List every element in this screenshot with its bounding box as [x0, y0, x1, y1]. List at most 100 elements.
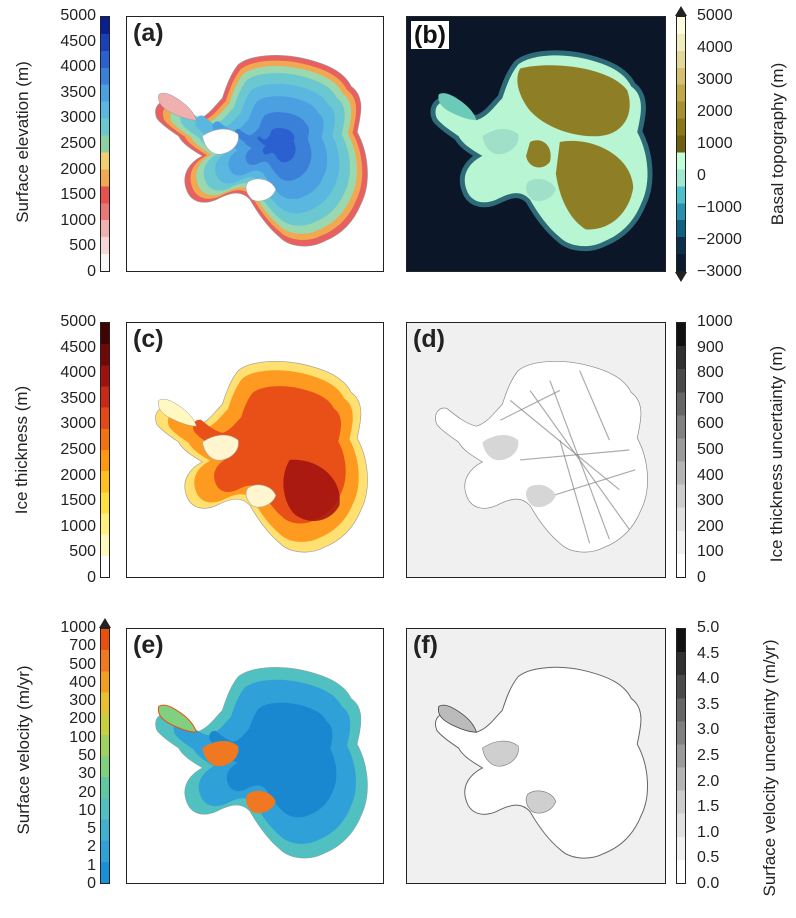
- colorbar-tick-b: 4000: [697, 39, 733, 56]
- colorbar-tick-e: 50: [78, 747, 96, 764]
- colorbar-tick-b: 2000: [697, 103, 733, 120]
- colorbar-tick-b: 5000: [697, 7, 733, 24]
- colorbar-tick-c: 4000: [60, 364, 96, 382]
- antarctica-thickness-uncertainty-map: [435, 361, 648, 553]
- panel-label-b: (b): [411, 21, 449, 49]
- colorbar-ticks-e: 1000 700 500 400 300 200 100 50 30 20 10 5 2 1 0: [46, 619, 96, 892]
- antarctica-velocity-uncertainty-map: [435, 666, 649, 859]
- panel-c-ice-thickness-map: (c): [126, 322, 384, 578]
- colorbar-ticks-a: 5000 4500 4000 3500 3000 2500 2000 1500 1000 500 0: [46, 7, 96, 280]
- colorbar-tick-a: 4500: [60, 32, 96, 50]
- colorbar-tick-f: 4.5: [697, 644, 720, 662]
- colorbar-tick-d: 600: [697, 415, 724, 433]
- colorbar-tick-e: 700: [69, 637, 96, 655]
- colorbar-tick-b: 1000: [697, 135, 733, 152]
- colorbar-tick-f: 0.5: [697, 849, 720, 867]
- colorbar-tick-a: 1000: [60, 211, 96, 229]
- colorbar-b-bottom-arrow: [675, 272, 687, 282]
- colorbar-tick-f: 2.5: [697, 747, 720, 764]
- panel-b-basal-topography-map: (b): [406, 16, 666, 272]
- colorbar-tick-e: 200: [69, 710, 96, 728]
- colorbar-tick-e: 1000: [60, 619, 96, 636]
- colorbar-ticks-c: 5000 4500 4000 3500 3000 2500 2000 1500 1000 500 0: [46, 313, 96, 586]
- colorbar-ticks-f: 5.0 4.5 4.0 3.5 3.0 2.5 2.0 1.5 1.0 0.5 0.0: [697, 619, 747, 892]
- colorbar-tick-d: 900: [697, 338, 724, 356]
- panel-label-c: (c): [133, 325, 164, 353]
- colorbar-tick-f: 3.0: [697, 721, 720, 739]
- colorbar-tick-c: 2500: [60, 441, 96, 458]
- colorbar-label-a: Surface elevation (m): [13, 61, 32, 223]
- colorbar-tick-e: 10: [78, 801, 96, 819]
- colorbar-tick-c: 0: [87, 569, 96, 586]
- colorbar-tick-c: 1500: [60, 492, 96, 510]
- colorbar-tick-e: 2: [87, 838, 96, 856]
- antarctica-bed-map: [430, 50, 653, 252]
- colorbar-tick-f: 0.0: [697, 875, 720, 892]
- panel-label-d: (d): [413, 325, 445, 353]
- antarctica-thickness-map: [155, 361, 368, 553]
- colorbar-tick-a: 5000: [60, 7, 96, 24]
- colorbar-tick-e: 1: [87, 856, 96, 874]
- colorbar-b-top-arrow: [675, 6, 687, 16]
- colorbar-tick-d: 100: [697, 543, 724, 561]
- panel-label-a: (a): [133, 19, 164, 47]
- colorbar-e-top-arrow: [99, 618, 111, 628]
- colorbar-tick-b: 3000: [697, 71, 733, 88]
- colorbar-tick-c: 2000: [60, 466, 96, 484]
- colorbar-d: [676, 322, 686, 578]
- colorbar-tick-d: 1000: [697, 313, 733, 330]
- antarctica-velocity-map: [155, 667, 368, 859]
- colorbar-label-d: Ice thickness uncertainty (m): [767, 345, 786, 563]
- colorbar-tick-e: 30: [78, 765, 96, 783]
- panel-label-f: (f): [413, 631, 438, 659]
- colorbar-tick-c: 1000: [60, 517, 96, 535]
- colorbar-tick-c: 4500: [60, 338, 96, 356]
- colorbar-tick-b: −3000: [697, 263, 742, 280]
- colorbar-tick-b: −2000: [697, 231, 742, 248]
- colorbar-tick-f: 2.0: [697, 772, 720, 790]
- panel-d-thickness-uncertainty-map: (d): [406, 322, 666, 578]
- colorbar-tick-e: 0: [87, 875, 96, 892]
- colorbar-tick-e: 500: [69, 655, 96, 673]
- colorbar-e: [100, 628, 110, 884]
- colorbar-tick-a: 1500: [60, 186, 96, 204]
- colorbar-tick-a: 500: [69, 237, 96, 255]
- colorbar-tick-f: 5.0: [697, 619, 720, 636]
- colorbar-tick-a: 2500: [60, 135, 96, 152]
- colorbar-f: [676, 628, 686, 884]
- colorbar-tick-a: 3500: [60, 83, 96, 101]
- colorbar-ticks-d: 1000 900 800 700 600 500 400 300 200 100 0: [697, 313, 747, 586]
- colorbar-tick-c: 5000: [60, 313, 96, 330]
- colorbar-tick-e: 400: [69, 673, 96, 691]
- colorbar-tick-e: 300: [69, 692, 96, 710]
- colorbar-tick-d: 0: [697, 569, 706, 586]
- colorbar-tick-d: 800: [697, 364, 724, 382]
- colorbar-label-b: Basal topography (m): [768, 62, 787, 226]
- colorbar-tick-e: 20: [78, 783, 96, 801]
- colorbar-a: [100, 16, 110, 272]
- colorbar-c: [100, 322, 110, 578]
- colorbar-tick-b: 0: [697, 167, 706, 184]
- colorbar-tick-a: 2000: [60, 160, 96, 178]
- colorbar-label-c: Ice thickness (m): [12, 385, 31, 515]
- colorbar-tick-f: 1.5: [697, 798, 720, 816]
- panel-f-velocity-uncertainty-map: (f): [406, 628, 666, 884]
- colorbar-ticks-b: 5000 4000 3000 2000 1000 0 −1000 −2000 −3000: [697, 7, 747, 280]
- colorbar-tick-f: 3.5: [697, 695, 720, 713]
- panel-label-e: (e): [133, 631, 164, 659]
- colorbar-tick-d: 200: [697, 517, 724, 535]
- colorbar-label-f: Surface velocity uncertainty (m/yr): [760, 639, 779, 897]
- colorbar-tick-a: 0: [87, 263, 96, 280]
- colorbar-tick-a: 3000: [60, 109, 96, 127]
- colorbar-tick-d: 700: [697, 389, 724, 407]
- colorbar-tick-a: 4000: [60, 58, 96, 76]
- colorbar-tick-b: −1000: [697, 199, 742, 216]
- antarctica-elevation-map: [155, 55, 368, 247]
- colorbar-tick-c: 500: [69, 543, 96, 561]
- colorbar-tick-e: 5: [87, 820, 96, 838]
- colorbar-tick-d: 400: [697, 466, 724, 484]
- colorbar-tick-c: 3500: [60, 389, 96, 407]
- colorbar-tick-f: 4.0: [697, 670, 720, 688]
- colorbar-b: [676, 16, 686, 272]
- colorbar-tick-d: 300: [697, 492, 724, 510]
